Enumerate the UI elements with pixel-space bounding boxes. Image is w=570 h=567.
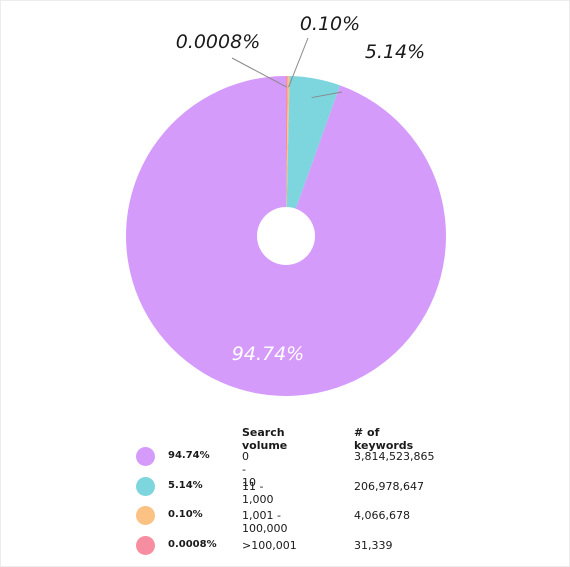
- legend-swatch: [136, 476, 155, 496]
- legend-swatch: [136, 447, 155, 466]
- search-volume-header: Search volume: [242, 426, 288, 452]
- legend-percent: 94.74%: [168, 450, 210, 461]
- legend-keywords: 206,978,647: [354, 479, 424, 493]
- label-94-74: 94.74%: [232, 343, 304, 365]
- legend-keywords: 3,814,523,865: [354, 450, 435, 463]
- legend-search-volume: 11 - 1,000: [242, 479, 274, 506]
- label-0-0008: 0.0008%: [176, 31, 261, 53]
- leader-line-0-10: [288, 37, 309, 88]
- donut-hole: [257, 207, 315, 265]
- slice-1001-100000: [286, 76, 290, 236]
- legend-keywords: 4,066,678: [354, 509, 410, 522]
- keywords-header: # of keywords: [354, 426, 414, 452]
- leader-line-0-0008: [231, 57, 288, 88]
- legend-search-volume: 1,001 - 100,000: [242, 509, 288, 535]
- legend-percent: 0.0008%: [168, 538, 217, 550]
- donut-chart: 94.74% 5.14%0.10% 0.0008%: [126, 13, 447, 396]
- leader-line-5-14: [311, 91, 343, 99]
- legend-swatch: [136, 506, 155, 525]
- legend-keywords: 31,339: [354, 538, 393, 552]
- slice-11-1000: [286, 76, 341, 237]
- label-5-14: 5.14%: [365, 41, 425, 63]
- legend-search-volume: 0 - 10: [242, 450, 256, 489]
- legend-search-volume: >100,001: [242, 538, 297, 552]
- legend-percent: 0.10%: [168, 509, 203, 520]
- slice-over-100001: [286, 76, 288, 236]
- legend-percent: 5.14%: [168, 479, 203, 491]
- label-0-10: 0.10%: [300, 13, 360, 35]
- legend-swatch: [136, 535, 155, 555]
